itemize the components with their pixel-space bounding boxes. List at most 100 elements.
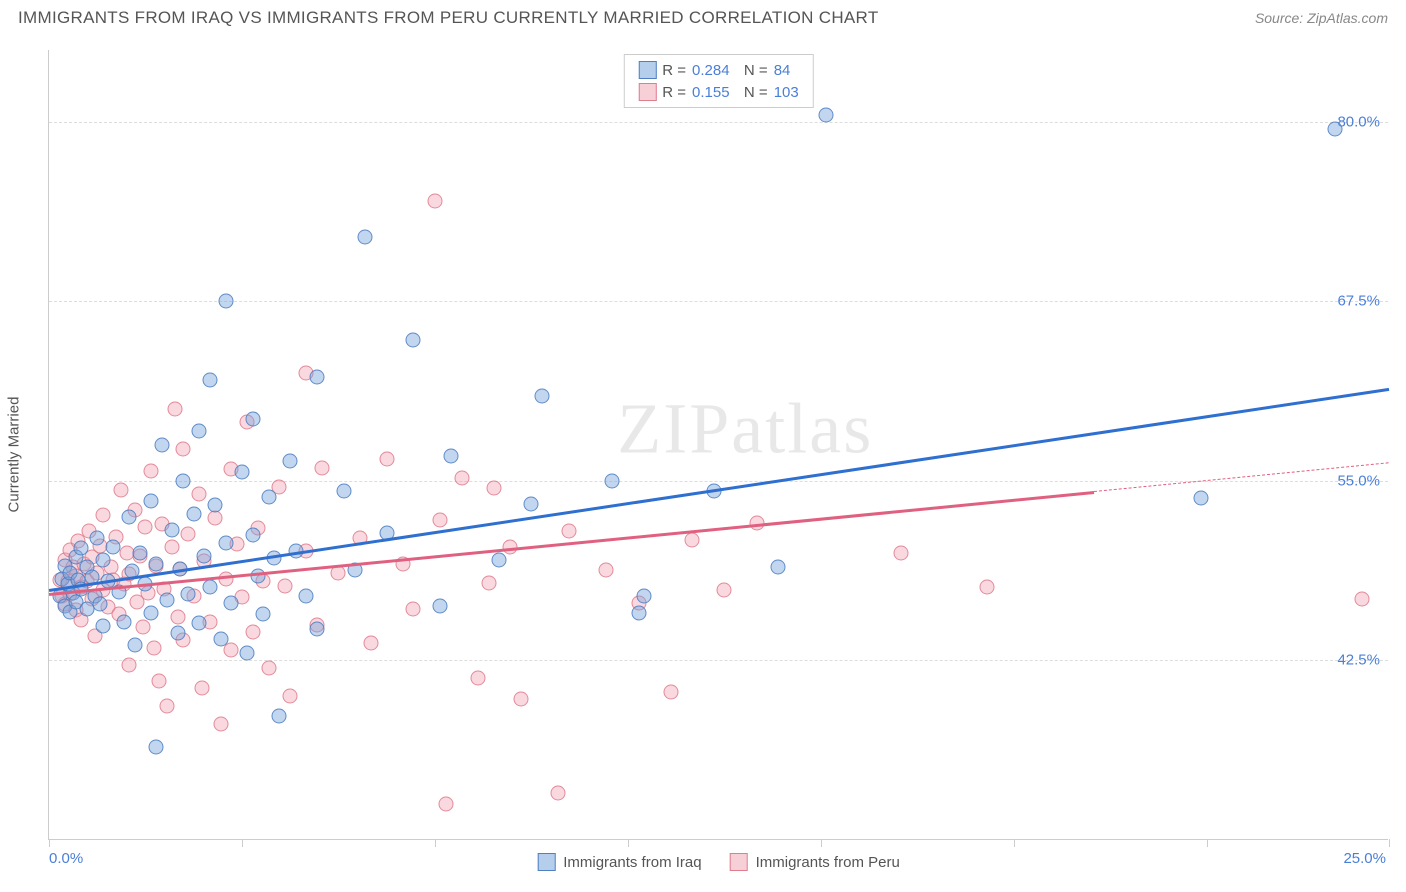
watermark-part1: ZIP xyxy=(617,388,731,468)
scatter-point-pink xyxy=(192,486,207,501)
scatter-point-pink xyxy=(114,482,129,497)
ytick-label: 42.5% xyxy=(1337,652,1380,669)
xtick-label-right: 25.0% xyxy=(1343,850,1386,867)
n-label: N = xyxy=(736,62,768,79)
scatter-point-pink xyxy=(315,460,330,475)
scatter-point-blue xyxy=(245,528,260,543)
scatter-point-blue xyxy=(234,465,249,480)
legend-stats-row-pink: R = 0.155 N = 103 xyxy=(638,81,798,103)
legend-stats: R = 0.284 N = 84 R = 0.155 N = 103 xyxy=(623,54,813,108)
scatter-point-pink xyxy=(181,527,196,542)
r-value-blue: 0.284 xyxy=(692,62,730,79)
scatter-point-pink xyxy=(1355,591,1370,606)
scatter-point-pink xyxy=(224,643,239,658)
ytick-label: 80.0% xyxy=(1337,113,1380,130)
swatch-blue-icon xyxy=(537,853,555,871)
xtick xyxy=(1207,839,1208,847)
source-credit: Source: ZipAtlas.com xyxy=(1255,10,1388,26)
gridline xyxy=(49,122,1388,123)
r-value-pink: 0.155 xyxy=(692,84,730,101)
xtick xyxy=(49,839,50,847)
scatter-point-blue xyxy=(143,606,158,621)
scatter-point-pink xyxy=(146,640,161,655)
scatter-point-blue xyxy=(127,637,142,652)
scatter-point-blue xyxy=(256,607,271,622)
scatter-point-pink xyxy=(379,452,394,467)
scatter-point-blue xyxy=(202,580,217,595)
scatter-point-blue xyxy=(261,489,276,504)
scatter-point-blue xyxy=(604,473,619,488)
scatter-point-pink xyxy=(283,689,298,704)
gridline xyxy=(49,660,1388,661)
scatter-point-pink xyxy=(438,797,453,812)
scatter-point-blue xyxy=(444,449,459,464)
swatch-pink-icon xyxy=(730,853,748,871)
scatter-point-blue xyxy=(90,531,105,546)
scatter-point-pink xyxy=(135,620,150,635)
ytick-label: 55.0% xyxy=(1337,472,1380,489)
scatter-point-blue xyxy=(92,597,107,612)
scatter-point-blue xyxy=(1194,491,1209,506)
scatter-point-pink xyxy=(894,545,909,560)
title-bar: IMMIGRANTS FROM IRAQ VS IMMIGRANTS FROM … xyxy=(0,0,1406,32)
scatter-point-pink xyxy=(138,519,153,534)
scatter-point-blue xyxy=(492,552,507,567)
scatter-point-blue xyxy=(358,229,373,244)
xtick xyxy=(821,839,822,847)
scatter-point-blue xyxy=(631,606,646,621)
scatter-point-pink xyxy=(486,481,501,496)
scatter-point-blue xyxy=(218,294,233,309)
scatter-point-blue xyxy=(106,539,121,554)
scatter-point-blue xyxy=(122,509,137,524)
scatter-point-blue xyxy=(299,588,314,603)
xtick xyxy=(1389,839,1390,847)
scatter-point-blue xyxy=(192,423,207,438)
watermark: ZIPatlas xyxy=(617,387,873,470)
scatter-point-blue xyxy=(770,560,785,575)
scatter-point-pink xyxy=(363,636,378,651)
scatter-point-blue xyxy=(310,621,325,636)
scatter-point-pink xyxy=(513,692,528,707)
scatter-point-blue xyxy=(336,483,351,498)
scatter-point-pink xyxy=(170,610,185,625)
trend-line-pink xyxy=(49,491,1094,595)
watermark-part2: atlas xyxy=(731,388,873,468)
xtick xyxy=(1014,839,1015,847)
legend-item-pink: Immigrants from Peru xyxy=(730,853,900,871)
scatter-point-pink xyxy=(143,463,158,478)
scatter-point-pink xyxy=(481,575,496,590)
legend-series: Immigrants from Iraq Immigrants from Per… xyxy=(537,853,900,871)
swatch-pink-icon xyxy=(638,83,656,101)
scatter-point-blue xyxy=(819,107,834,122)
scatter-point-blue xyxy=(159,593,174,608)
scatter-point-pink xyxy=(95,508,110,523)
scatter-point-blue xyxy=(143,494,158,509)
legend-stats-row-blue: R = 0.284 N = 84 xyxy=(638,59,798,81)
legend-label-blue: Immigrants from Iraq xyxy=(563,854,701,871)
scatter-point-pink xyxy=(427,193,442,208)
scatter-point-blue xyxy=(406,333,421,348)
scatter-point-blue xyxy=(535,389,550,404)
scatter-point-blue xyxy=(636,588,651,603)
scatter-point-pink xyxy=(980,580,995,595)
scatter-point-pink xyxy=(551,785,566,800)
scatter-point-pink xyxy=(433,512,448,527)
scatter-point-pink xyxy=(599,562,614,577)
scatter-point-pink xyxy=(406,601,421,616)
scatter-point-pink xyxy=(213,716,228,731)
scatter-point-blue xyxy=(154,438,169,453)
chart-title: IMMIGRANTS FROM IRAQ VS IMMIGRANTS FROM … xyxy=(18,8,879,28)
legend-label-pink: Immigrants from Peru xyxy=(756,854,900,871)
scatter-point-blue xyxy=(310,370,325,385)
legend-item-blue: Immigrants from Iraq xyxy=(537,853,701,871)
scatter-point-blue xyxy=(283,453,298,468)
scatter-point-blue xyxy=(74,541,89,556)
scatter-point-blue xyxy=(95,618,110,633)
scatter-point-blue xyxy=(1328,122,1343,137)
scatter-point-pink xyxy=(454,471,469,486)
scatter-point-blue xyxy=(117,614,132,629)
scatter-point-blue xyxy=(251,568,266,583)
scatter-point-pink xyxy=(208,511,223,526)
scatter-point-pink xyxy=(685,532,700,547)
n-label: N = xyxy=(736,84,768,101)
